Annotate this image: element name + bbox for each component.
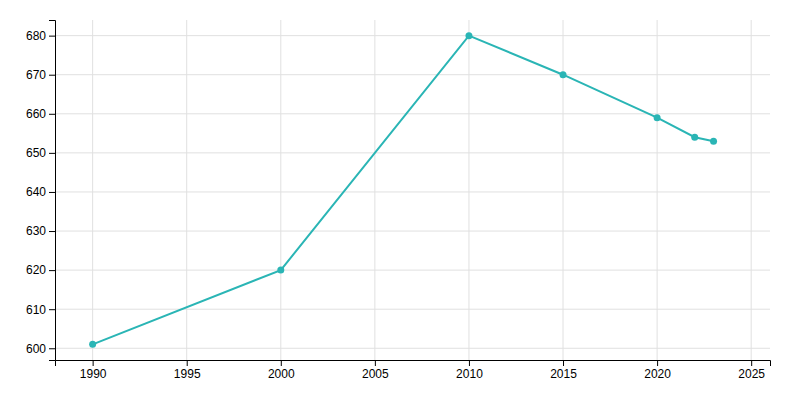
tick: 1990 xyxy=(80,360,107,381)
tick-label: 2000 xyxy=(268,367,295,381)
tick-mark xyxy=(563,360,564,366)
tick-label: 640 xyxy=(26,185,46,199)
y-axis: 600 610 620 630 640 650 660 670 680 xyxy=(26,21,56,361)
tick-label: 2025 xyxy=(738,367,765,381)
chart: 1990 1995 2000 2005 2010 2015 2020 2025 600 610 62… xyxy=(0,0,800,400)
grid-line xyxy=(55,348,770,349)
x-axis: 1990 1995 2000 2005 2010 2015 2020 2025 xyxy=(56,360,771,381)
axis-line xyxy=(49,21,56,361)
tick-label: 2005 xyxy=(362,367,389,381)
tick: 2000 xyxy=(268,360,295,381)
axis-line xyxy=(56,361,771,367)
tick: 2020 xyxy=(644,360,671,381)
tick: 2010 xyxy=(456,360,483,381)
tick: 1995 xyxy=(174,360,201,381)
tick-mark xyxy=(49,348,55,349)
tick-label: 600 xyxy=(26,342,46,356)
tick-label: 650 xyxy=(26,146,46,160)
grid-line xyxy=(55,270,770,271)
tick: 630 xyxy=(26,224,55,238)
tick-label: 670 xyxy=(26,68,46,82)
tick-label: 630 xyxy=(26,224,46,238)
series xyxy=(89,32,717,348)
tick: 640 xyxy=(26,185,55,199)
tick-mark xyxy=(49,270,55,271)
point xyxy=(277,267,284,274)
tick: 660 xyxy=(26,107,55,121)
grid xyxy=(55,20,770,360)
tick-label: 2020 xyxy=(644,367,671,381)
tick: 2025 xyxy=(738,360,765,381)
point xyxy=(465,32,472,39)
point xyxy=(89,341,96,348)
grid-line xyxy=(55,231,770,232)
tick: 680 xyxy=(26,29,55,43)
tick-mark xyxy=(93,360,94,366)
tick: 650 xyxy=(26,146,55,160)
tick: 620 xyxy=(26,263,55,277)
tick-mark xyxy=(49,192,55,193)
tick-label: 1995 xyxy=(174,367,201,381)
plot: 1990 1995 2000 2005 2010 2015 2020 2025 600 610 62… xyxy=(26,20,771,381)
tick-label: 2015 xyxy=(550,367,577,381)
tick-label: 1990 xyxy=(80,367,107,381)
tick: 2015 xyxy=(550,360,577,381)
grid-line xyxy=(55,113,770,114)
tick-mark xyxy=(49,36,55,37)
tick-label: 610 xyxy=(26,303,46,317)
tick-label: 620 xyxy=(26,263,46,277)
grid-line xyxy=(55,309,770,310)
tick-label: 680 xyxy=(26,29,46,43)
tick: 670 xyxy=(26,68,55,82)
tick-mark xyxy=(751,360,752,366)
grid-line xyxy=(55,152,770,153)
tick-mark xyxy=(49,75,55,76)
point xyxy=(654,114,661,121)
tick: 610 xyxy=(26,303,55,317)
tick-mark xyxy=(49,153,55,154)
point xyxy=(710,138,717,145)
tick-mark xyxy=(657,360,658,366)
tick-mark xyxy=(49,309,55,310)
tick-mark xyxy=(49,114,55,115)
grid-line xyxy=(55,191,770,192)
tick: 600 xyxy=(26,342,55,356)
tick-label: 2010 xyxy=(456,367,483,381)
tick-mark xyxy=(187,360,188,366)
tick-mark xyxy=(375,360,376,366)
line xyxy=(93,36,714,345)
tick-mark xyxy=(281,360,282,366)
tick-label: 660 xyxy=(26,107,46,121)
tick-mark xyxy=(49,231,55,232)
tick-mark xyxy=(469,360,470,366)
grid-line xyxy=(55,35,770,36)
point xyxy=(691,134,698,141)
tick: 2005 xyxy=(362,360,389,381)
point xyxy=(560,71,567,78)
grid-line xyxy=(55,74,770,75)
